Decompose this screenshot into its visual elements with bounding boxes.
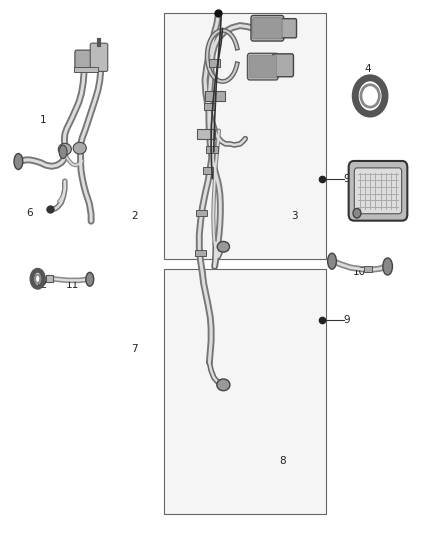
Ellipse shape (58, 143, 71, 155)
Ellipse shape (73, 142, 86, 154)
Bar (197, 129, 215, 139)
Text: 7: 7 (131, 344, 138, 354)
Bar (205, 91, 225, 101)
FancyBboxPatch shape (253, 18, 282, 39)
Ellipse shape (328, 253, 336, 269)
Bar (209, 59, 220, 67)
Bar (204, 103, 215, 110)
Ellipse shape (59, 145, 67, 159)
Text: 4: 4 (364, 64, 371, 74)
FancyBboxPatch shape (272, 54, 293, 77)
Bar (164, 269, 326, 514)
Text: 3: 3 (291, 211, 298, 221)
Bar (46, 275, 53, 282)
Text: 9: 9 (344, 315, 350, 325)
Ellipse shape (86, 272, 94, 286)
FancyBboxPatch shape (249, 55, 276, 78)
FancyBboxPatch shape (90, 43, 108, 71)
Ellipse shape (383, 258, 392, 275)
Ellipse shape (35, 274, 40, 283)
Text: 5: 5 (399, 182, 405, 191)
Text: 6: 6 (26, 208, 33, 218)
Ellipse shape (217, 241, 230, 252)
FancyBboxPatch shape (75, 50, 94, 71)
FancyBboxPatch shape (354, 168, 402, 214)
Bar (164, 13, 326, 259)
FancyBboxPatch shape (251, 15, 284, 41)
FancyBboxPatch shape (349, 161, 407, 221)
Text: 12: 12 (35, 280, 48, 290)
Text: 8: 8 (279, 456, 286, 466)
Ellipse shape (361, 85, 379, 107)
Text: 9: 9 (344, 174, 350, 183)
FancyBboxPatch shape (247, 53, 278, 80)
Ellipse shape (217, 379, 230, 391)
FancyBboxPatch shape (277, 19, 297, 38)
Bar (203, 167, 213, 174)
Bar (195, 250, 206, 256)
Ellipse shape (14, 154, 23, 169)
Bar (74, 67, 98, 72)
Bar (364, 266, 372, 272)
Text: 11: 11 (66, 280, 79, 290)
Text: 10: 10 (353, 267, 366, 277)
Text: 2: 2 (131, 211, 138, 221)
Bar (196, 210, 207, 216)
Text: 1: 1 (39, 115, 46, 125)
Bar (206, 146, 218, 153)
Ellipse shape (353, 208, 361, 218)
